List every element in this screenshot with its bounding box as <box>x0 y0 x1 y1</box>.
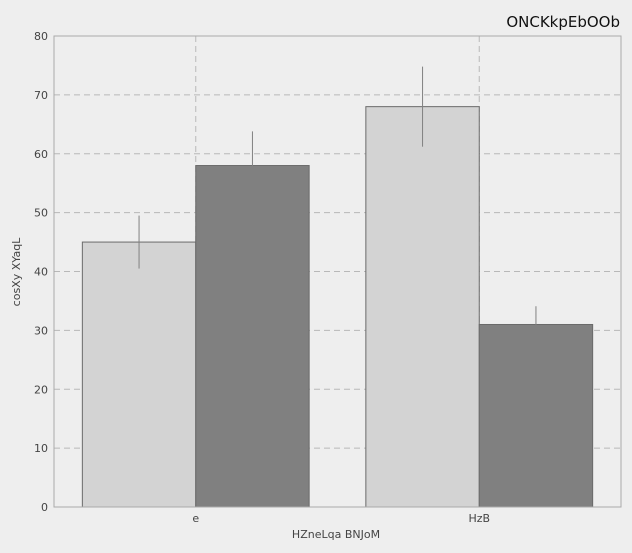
y-tick-label: 40 <box>34 266 48 279</box>
y-axis-label: cosXy XYaqL <box>10 237 23 307</box>
bar <box>195 165 310 508</box>
y-tick-label: 10 <box>34 442 48 455</box>
plot-area-frame <box>53 35 622 508</box>
tick-labels: 0 10 20 30 40 50 60 70 80 e HzB <box>34 30 490 525</box>
bar <box>478 323 594 508</box>
y-tick-label: 80 <box>34 30 48 43</box>
y-tick-label: 0 <box>41 501 48 514</box>
y-tick-label: 60 <box>34 148 48 161</box>
bars <box>81 66 594 508</box>
y-tick-label: 50 <box>34 207 48 220</box>
x-axis-label: HZneLqa BNJoM <box>292 528 380 541</box>
x-tick-label: HzB <box>468 512 490 525</box>
bar <box>365 106 480 508</box>
y-tick-label: 20 <box>34 383 48 396</box>
y-tick-label: 70 <box>34 89 48 102</box>
chart-title: ONCKkpEbOOb <box>506 13 620 31</box>
y-tick-label: 30 <box>34 324 48 337</box>
bar <box>81 241 197 508</box>
x-tick-label: e <box>192 512 199 525</box>
